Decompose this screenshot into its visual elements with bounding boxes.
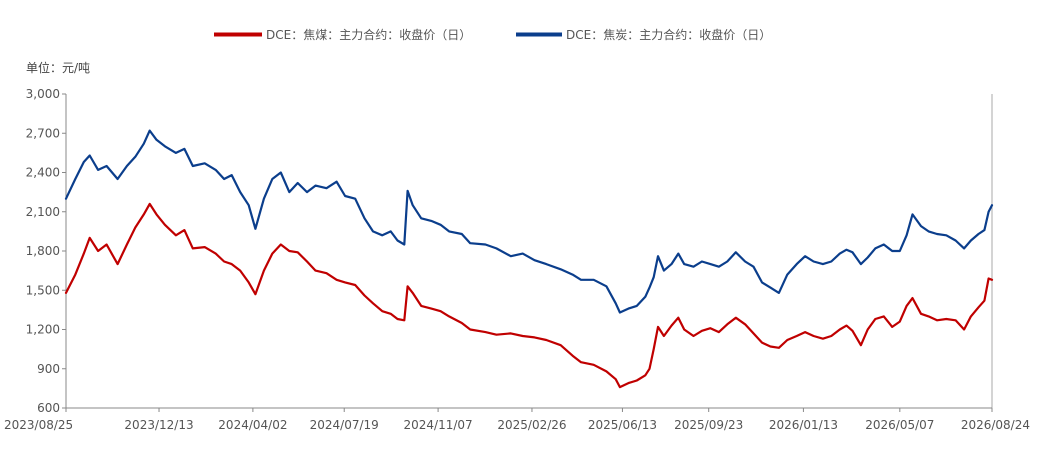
x-tick-label: 2026/01/13 — [769, 418, 838, 432]
unit-label: 单位：元/吨 — [26, 60, 90, 75]
legend-label-coke: DCE：焦炭：主力合约：收盘价（日） — [566, 27, 771, 42]
series-line-coking-coal — [64, 202, 994, 389]
x-tick-label: 2023/12/13 — [124, 418, 193, 432]
x-tick-label: 2025/06/13 — [588, 418, 657, 432]
x-tick-label: 2025/09/23 — [674, 418, 743, 432]
legend-item-coking-coal: DCE：焦煤：主力合约：收盘价（日） — [214, 27, 471, 42]
legend-label-coking-coal: DCE：焦煤：主力合约：收盘价（日） — [266, 27, 471, 42]
series-line-coke — [64, 129, 994, 314]
series-layer — [64, 129, 994, 389]
legend-item-coke: DCE：焦炭：主力合约：收盘价（日） — [516, 27, 771, 42]
y-axis: 600 900 1,200 1,500 1,800 2,100 2,400 2,700 3,00… — [26, 87, 993, 415]
x-tick-label: 2024/11/07 — [404, 418, 473, 432]
x-tick-label: 2024/07/19 — [310, 418, 379, 432]
y-tick-label: 1,200 — [26, 323, 60, 337]
x-tick-label: 2023/08/25 — [4, 418, 73, 432]
x-tick-label: 2024/04/02 — [218, 418, 287, 432]
x-tick-label: 2025/02/26 — [497, 418, 566, 432]
x-tick-label: 2026/05/07 — [865, 418, 934, 432]
x-tick-label: 2026/08/24 — [961, 418, 1030, 432]
x-axis: 2023/08/25 2023/12/13 2024/04/02 2024/07/19… — [4, 407, 1030, 432]
y-tick-label: 1,500 — [26, 283, 60, 297]
y-tick-label: 600 — [37, 401, 60, 415]
y-tick-label: 2,700 — [26, 126, 60, 140]
y-tick-label: 3,000 — [26, 87, 60, 101]
y-tick-label: 2,100 — [26, 205, 60, 219]
legend: DCE：焦煤：主力合约：收盘价（日） DCE：焦炭：主力合约：收盘价（日） — [214, 27, 771, 42]
y-tick-label: 1,800 — [26, 244, 60, 258]
y-tick-label: 2,400 — [26, 166, 60, 180]
y-tick-label: 900 — [37, 362, 60, 376]
